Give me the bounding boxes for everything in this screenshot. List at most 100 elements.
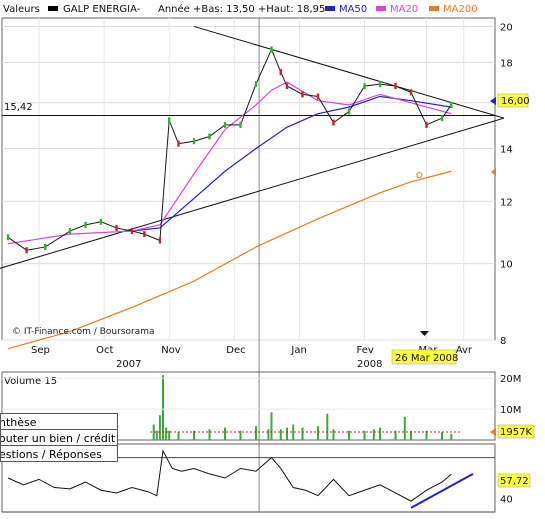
price-candle <box>99 218 103 225</box>
volume-bar <box>279 429 282 440</box>
x-tick-label: Jan <box>290 345 306 356</box>
oscillator-trendline <box>410 473 474 509</box>
ma200-legend-swatch <box>429 6 439 11</box>
x-tick-label: Dec <box>226 345 245 356</box>
volume-bar <box>379 427 381 440</box>
volume-bar <box>441 432 443 440</box>
x-tick-label: Sep <box>31 345 50 356</box>
x-tick-label: Nov <box>161 345 181 356</box>
menu-item-synthese[interactable]: nthèse <box>0 413 118 430</box>
ma200-legend-label: MA200 <box>443 4 478 15</box>
volume-bar <box>425 430 428 440</box>
price-candle <box>177 140 180 147</box>
menu-item-synthese-label: nthèse <box>0 416 37 429</box>
price-candle <box>279 69 282 76</box>
price-candle <box>440 115 444 122</box>
cursor-marker <box>420 331 429 336</box>
last-price-marker <box>490 97 496 105</box>
volume-bar <box>372 429 375 440</box>
price-candle <box>285 83 289 90</box>
price-y-tick-label: 14 <box>500 145 513 156</box>
series-ma20-line <box>7 81 452 245</box>
volume-bar <box>332 429 335 440</box>
last-price-label: 16,00 <box>501 96 530 107</box>
chart-header: Valeurs GALP ENERGIA- Année +Bas: 13,50 … <box>3 3 478 15</box>
volume-bar <box>158 415 161 440</box>
price-candle <box>363 83 366 90</box>
year-label-2007: 2007 <box>116 359 141 370</box>
price-candle <box>332 119 335 126</box>
price-candle <box>130 228 134 235</box>
oscillator-line <box>7 449 452 502</box>
volume-bar <box>270 412 273 440</box>
volume-bar <box>363 430 366 440</box>
oscillator-y-tick-label: 40 <box>500 494 513 505</box>
price-candle <box>68 228 72 235</box>
volume-bar <box>208 429 211 440</box>
menu-item-questions-label: estions / Réponses <box>0 448 102 461</box>
price-candle <box>168 117 171 124</box>
volume-bars <box>150 375 460 440</box>
ma200-marker <box>491 168 496 176</box>
x-tick-label: Fev <box>357 345 374 356</box>
price-candle <box>44 243 47 250</box>
volume-bar <box>267 429 270 440</box>
volume-bar <box>165 427 168 440</box>
price-candle <box>301 91 304 98</box>
price-candle <box>223 121 227 128</box>
price-candle <box>254 81 258 88</box>
volume-y-tick-label: 10M <box>500 405 521 416</box>
cursor-date-label: 26 Mar 2008 <box>395 353 458 364</box>
volume-bar <box>168 430 171 440</box>
volume-bar <box>255 426 257 440</box>
volume-bar <box>317 426 319 440</box>
volume-bar <box>410 430 412 440</box>
price-candle <box>84 221 87 228</box>
price-y-ticks: 8101214161820 <box>500 22 513 347</box>
price-candle <box>6 234 10 241</box>
oscillator-grid <box>2 457 495 513</box>
menu-item-ajouter-bien-label: outer un bien / crédit <box>0 432 116 445</box>
series-ma50-line <box>131 95 452 232</box>
volume-y-ticks: 10M 20M <box>2 374 521 416</box>
valeurs-label: Valeurs <box>3 4 40 15</box>
watermark: © IT-Finance.com / Boursorama <box>12 327 154 337</box>
volume-bar <box>348 430 350 440</box>
price-candle <box>143 231 146 238</box>
menu-item-questions[interactable]: estions / Réponses <box>0 445 118 462</box>
series-ma200-line <box>7 170 452 350</box>
price-candle <box>192 138 196 145</box>
price-candle <box>316 93 320 100</box>
volume-bar <box>239 430 242 440</box>
reference-level-label: 15,42 <box>4 102 33 113</box>
price-candle <box>25 247 28 254</box>
price-candle <box>208 133 211 140</box>
volume-bar <box>162 375 164 440</box>
volume-bar <box>301 427 304 440</box>
volume-bar <box>286 427 288 440</box>
volume-y-tick-label: 20M <box>500 374 521 385</box>
year-range: Année +Bas: 13,50 +Haut: 18,95 <box>158 3 325 15</box>
oscillator-last-box <box>497 473 531 488</box>
price-y-tick-label: 10 <box>500 260 513 271</box>
menu-item-ajouter-bien[interactable]: outer un bien / crédit <box>0 429 118 446</box>
price-candle <box>158 237 162 244</box>
price-candle <box>270 46 273 53</box>
volume-panel-frame <box>1 371 496 441</box>
price-y-tick-label: 12 <box>500 197 513 208</box>
price-y-tick-label: 8 <box>500 336 506 347</box>
x-tick-label: Oct <box>96 345 113 356</box>
stock-name: GALP ENERGIA- <box>63 4 141 15</box>
volume-bar <box>326 413 329 440</box>
price-y-tick-label: 20 <box>500 22 513 33</box>
price-candle <box>394 83 397 90</box>
oscillator-series <box>7 449 474 509</box>
cursor-date-box <box>391 349 457 365</box>
year-label-2008: 2008 <box>357 359 382 370</box>
volume-bar <box>177 432 180 440</box>
price-series <box>6 46 453 350</box>
volume-bar <box>394 430 397 440</box>
volume-bar <box>155 430 158 440</box>
